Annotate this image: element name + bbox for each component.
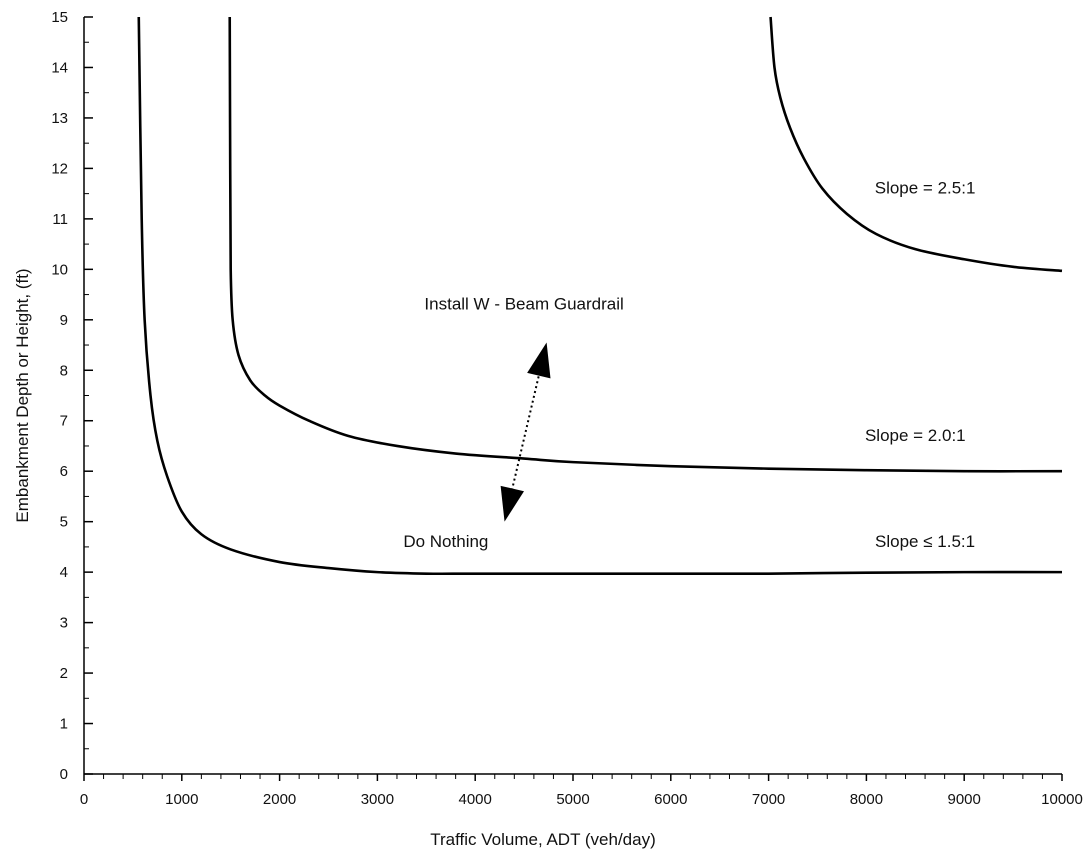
y-tick-label: 13 bbox=[51, 110, 68, 127]
arrow-head-down bbox=[500, 485, 524, 522]
y-tick-label: 8 bbox=[60, 362, 68, 379]
annotation-2: Do Nothing bbox=[403, 532, 488, 551]
y-tick-label: 14 bbox=[51, 59, 68, 76]
annotation-3: Slope = 2.5:1 bbox=[875, 179, 976, 198]
x-tick-label: 3000 bbox=[361, 791, 394, 808]
arrow-group bbox=[500, 342, 551, 522]
y-tick-label: 12 bbox=[51, 160, 68, 177]
annotation-5: Slope ≤ 1.5:1 bbox=[875, 532, 975, 551]
annotation-1: Install W - Beam Guardrail bbox=[424, 295, 623, 314]
y-tick-label: 2 bbox=[60, 665, 68, 682]
y-tick-label: 11 bbox=[52, 211, 68, 228]
annotations: Install W - Beam Guardrail Do Nothing Slop… bbox=[403, 179, 975, 551]
x-tick-label: 8000 bbox=[850, 791, 883, 808]
arrow-head-up bbox=[527, 342, 551, 379]
ticks: 0 1000 2000 3000 4000 5000 6000 7000 8000 9000 100… bbox=[51, 9, 1083, 808]
curves bbox=[137, 16, 1063, 576]
y-tick-label: 1 bbox=[60, 716, 68, 733]
y-tick-label: 0 bbox=[60, 766, 68, 783]
x-tick-label: 1000 bbox=[165, 791, 198, 808]
x-tick-label: 9000 bbox=[948, 791, 981, 808]
x-tick-label: 4000 bbox=[459, 791, 492, 808]
y-tick-label: 10 bbox=[51, 261, 68, 278]
x-tick-label: 0 bbox=[80, 791, 88, 808]
x-tick-label: 10000 bbox=[1041, 791, 1083, 808]
x-tick-label: 7000 bbox=[752, 791, 785, 808]
y-axis-title: Embankment Depth or Height, (ft) bbox=[13, 268, 32, 522]
y-tick-label: 3 bbox=[60, 615, 68, 632]
x-axis-title: Traffic Volume, ADT (veh/day) bbox=[430, 830, 656, 849]
series-line-1 bbox=[137, 16, 1063, 576]
series-line-3 bbox=[769, 16, 1063, 273]
annotation-4: Slope = 2.0:1 bbox=[865, 426, 966, 445]
y-tick-label: 5 bbox=[60, 514, 68, 531]
y-tick-label: 7 bbox=[60, 413, 68, 430]
arrow-shaft bbox=[509, 368, 542, 496]
y-tick-label: 9 bbox=[60, 312, 68, 329]
y-tick-label: 6 bbox=[60, 463, 68, 480]
x-tick-label: 2000 bbox=[263, 791, 296, 808]
x-tick-label: 5000 bbox=[556, 791, 589, 808]
y-tick-label: 4 bbox=[60, 564, 68, 581]
x-tick-label: 6000 bbox=[654, 791, 687, 808]
series-line-2 bbox=[228, 16, 1063, 473]
y-tick-label: 15 bbox=[51, 9, 68, 26]
